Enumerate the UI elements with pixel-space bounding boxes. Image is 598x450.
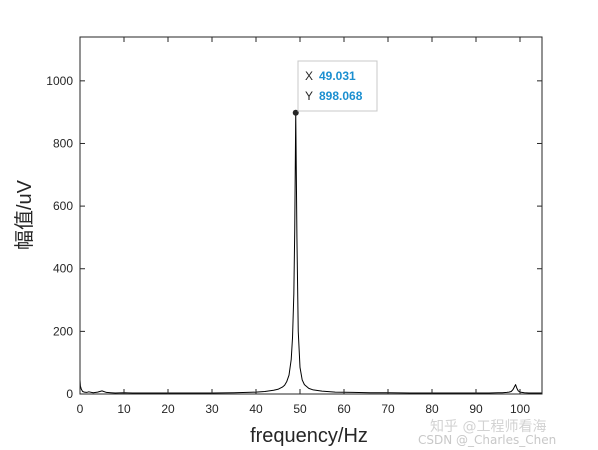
data-tip-x-prefix: X	[305, 69, 313, 83]
x-tick-label: 70	[381, 402, 395, 416]
x-tick-label: 10	[117, 402, 131, 416]
data-tip-x-value: 49.031	[319, 69, 356, 83]
y-tick-label: 800	[53, 136, 73, 150]
y-tick-label: 200	[53, 324, 73, 338]
watermark-csdn: CSDN @_Charles_Chen	[418, 433, 556, 447]
x-tick-label: 60	[337, 402, 351, 416]
x-tick-label: 100	[510, 402, 530, 416]
spectrum-series-line	[79, 112, 542, 394]
y-axis-label: 幅值/uV	[13, 179, 36, 250]
data-tip[interactable]: X 49.031 Y 898.068	[297, 60, 378, 112]
x-tick-label: 50	[293, 402, 307, 416]
data-layer	[79, 109, 542, 394]
data-tip-y-value: 898.068	[319, 89, 363, 103]
x-tick-label: 40	[249, 402, 263, 416]
data-tip-box	[297, 60, 378, 112]
watermark-zhihu: 知乎 @工程师看海	[430, 418, 546, 435]
x-tick-label: 30	[205, 402, 219, 416]
plot-area-frame	[79, 36, 543, 395]
x-axis-label: frequency/Hz	[250, 425, 368, 447]
y-tick-label: 0	[66, 387, 73, 401]
data-tip-marker[interactable]	[292, 109, 299, 116]
y-tick-label: 600	[53, 199, 73, 213]
x-tick-label: 80	[425, 402, 439, 416]
x-tick-label: 0	[77, 402, 84, 416]
x-tick-label: 90	[469, 402, 483, 416]
data-tip-y-prefix: Y	[305, 89, 313, 103]
y-tick-label: 1000	[46, 74, 73, 88]
x-tick-label: 20	[161, 402, 175, 416]
y-tick-label: 400	[53, 262, 73, 276]
